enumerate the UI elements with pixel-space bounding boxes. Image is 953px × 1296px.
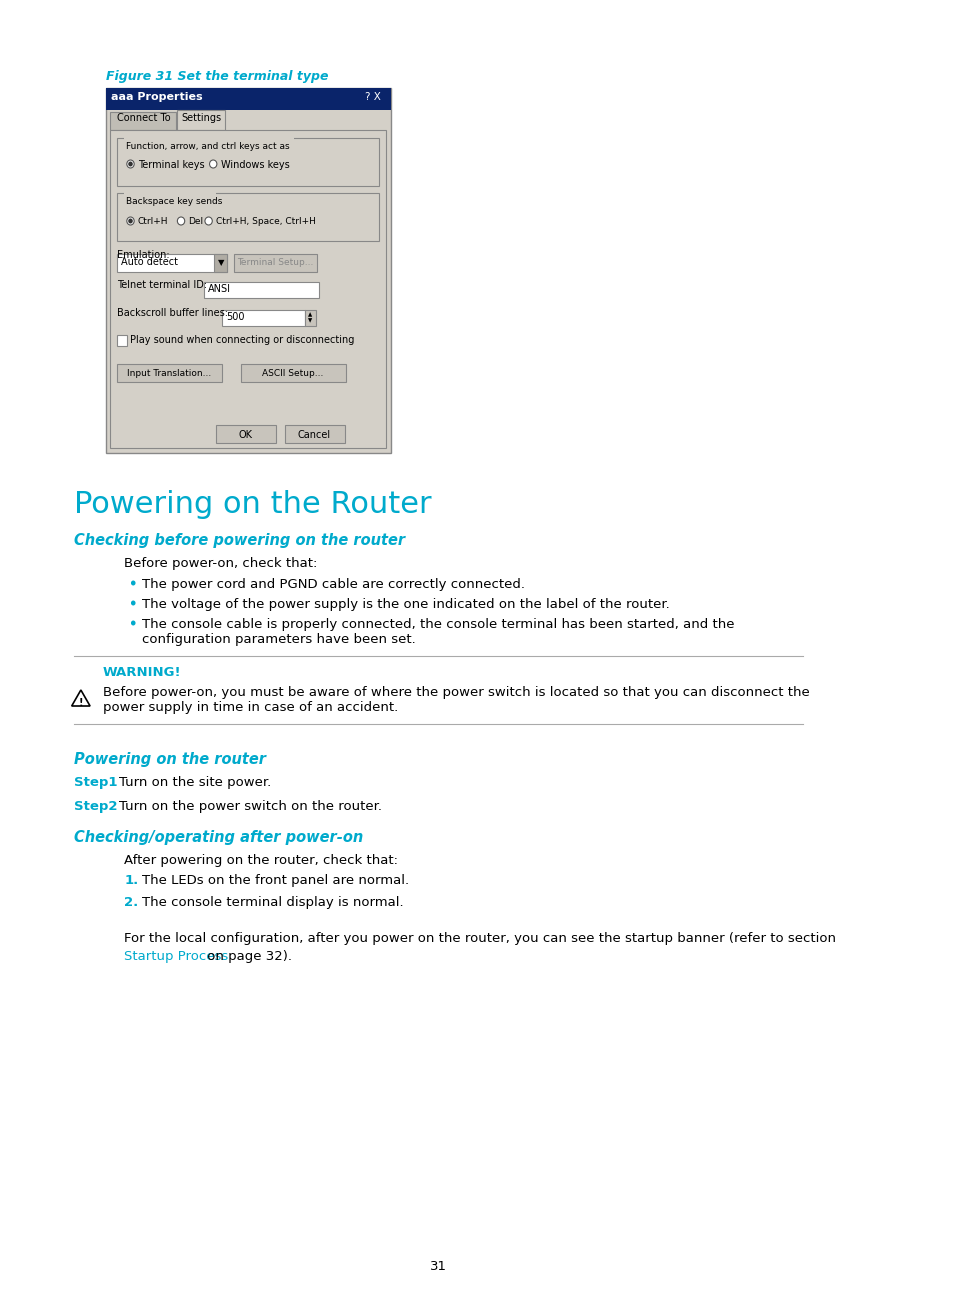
Text: Settings: Settings xyxy=(181,113,221,123)
Text: Windows keys: Windows keys xyxy=(220,159,289,170)
Text: Step1: Step1 xyxy=(73,776,117,789)
Bar xyxy=(106,88,390,110)
Bar xyxy=(222,310,305,327)
Text: Backscroll buffer lines:: Backscroll buffer lines: xyxy=(116,308,228,318)
Text: Backspace key sends: Backspace key sends xyxy=(126,197,222,206)
Bar xyxy=(215,425,275,443)
Text: WARNING!: WARNING! xyxy=(103,666,181,679)
Circle shape xyxy=(205,216,213,226)
Bar xyxy=(116,334,127,346)
Text: OK: OK xyxy=(238,430,253,441)
Text: The console cable is properly connected, the console terminal has been started, : The console cable is properly connected,… xyxy=(142,618,734,645)
Text: Checking/operating after power-on: Checking/operating after power-on xyxy=(73,829,362,845)
Bar xyxy=(116,364,222,382)
Text: !: ! xyxy=(78,699,83,708)
Text: Powering on the Router: Powering on the Router xyxy=(73,490,431,518)
Text: 1.: 1. xyxy=(124,874,138,886)
Text: Turn on the power switch on the router.: Turn on the power switch on the router. xyxy=(119,800,382,813)
FancyBboxPatch shape xyxy=(111,111,176,130)
Text: Before power-on, you must be aware of where the power switch is located so that : Before power-on, you must be aware of wh… xyxy=(103,686,809,714)
Text: The console terminal display is normal.: The console terminal display is normal. xyxy=(142,896,404,908)
Text: ASCII Setup...: ASCII Setup... xyxy=(262,369,323,378)
Text: Ctrl+H: Ctrl+H xyxy=(137,216,168,226)
Circle shape xyxy=(177,216,185,226)
Text: 2.: 2. xyxy=(124,896,138,908)
Text: Function, arrow, and ctrl keys act as: Function, arrow, and ctrl keys act as xyxy=(126,143,289,152)
Bar xyxy=(124,191,215,201)
Text: Auto detect: Auto detect xyxy=(121,257,178,267)
Text: Checking before powering on the router: Checking before powering on the router xyxy=(73,533,404,548)
Text: After powering on the router, check that:: After powering on the router, check that… xyxy=(124,854,397,867)
Circle shape xyxy=(131,600,135,605)
Text: Emulation:: Emulation: xyxy=(116,250,170,260)
Bar xyxy=(116,254,227,272)
Circle shape xyxy=(128,162,132,166)
Text: ? X: ? X xyxy=(364,92,380,102)
Bar xyxy=(305,310,315,327)
Text: Figure 31 Set the terminal type: Figure 31 Set the terminal type xyxy=(106,70,328,83)
Bar xyxy=(124,136,294,146)
Text: Step2: Step2 xyxy=(73,800,117,813)
Circle shape xyxy=(128,219,132,223)
Bar xyxy=(116,137,378,187)
Text: Connect To: Connect To xyxy=(116,113,170,123)
Bar xyxy=(111,130,386,448)
Text: Ctrl+H, Space, Ctrl+H: Ctrl+H, Space, Ctrl+H xyxy=(215,216,315,226)
Circle shape xyxy=(127,216,134,226)
Text: The LEDs on the front panel are normal.: The LEDs on the front panel are normal. xyxy=(142,874,409,886)
Text: on page 32).: on page 32). xyxy=(202,950,292,963)
Text: Startup Process: Startup Process xyxy=(124,950,228,963)
Text: Telnet terminal ID:: Telnet terminal ID: xyxy=(116,280,207,290)
Circle shape xyxy=(131,581,135,586)
Text: Before power-on, check that:: Before power-on, check that: xyxy=(124,557,317,570)
Text: 31: 31 xyxy=(430,1260,446,1273)
FancyBboxPatch shape xyxy=(177,110,225,130)
Bar xyxy=(234,254,316,272)
FancyBboxPatch shape xyxy=(106,88,390,454)
Text: Cancel: Cancel xyxy=(297,430,331,441)
Text: Terminal keys: Terminal keys xyxy=(137,159,204,170)
Text: aaa Properties: aaa Properties xyxy=(112,92,203,102)
Text: Powering on the router: Powering on the router xyxy=(73,752,265,767)
Text: ANSI: ANSI xyxy=(208,284,231,294)
Text: Terminal Setup...: Terminal Setup... xyxy=(237,258,314,267)
Circle shape xyxy=(131,621,135,626)
Bar xyxy=(213,254,227,272)
Text: Del: Del xyxy=(188,216,203,226)
Text: 500: 500 xyxy=(226,312,244,321)
Text: Play sound when connecting or disconnecting: Play sound when connecting or disconnect… xyxy=(130,334,354,345)
Text: Input Translation...: Input Translation... xyxy=(127,369,211,378)
Text: ▲
▼: ▲ ▼ xyxy=(308,312,312,323)
Bar xyxy=(285,425,344,443)
Bar xyxy=(204,283,318,298)
Text: Turn on the site power.: Turn on the site power. xyxy=(119,776,272,789)
Bar xyxy=(240,364,346,382)
Text: The voltage of the power supply is the one indicated on the label of the router.: The voltage of the power supply is the o… xyxy=(142,597,670,610)
Text: For the local configuration, after you power on the router, you can see the star: For the local configuration, after you p… xyxy=(124,932,835,945)
Circle shape xyxy=(210,159,216,168)
Bar xyxy=(116,193,378,241)
Circle shape xyxy=(127,159,134,168)
Text: The power cord and PGND cable are correctly connected.: The power cord and PGND cable are correc… xyxy=(142,578,525,591)
Text: ▼: ▼ xyxy=(217,258,224,267)
